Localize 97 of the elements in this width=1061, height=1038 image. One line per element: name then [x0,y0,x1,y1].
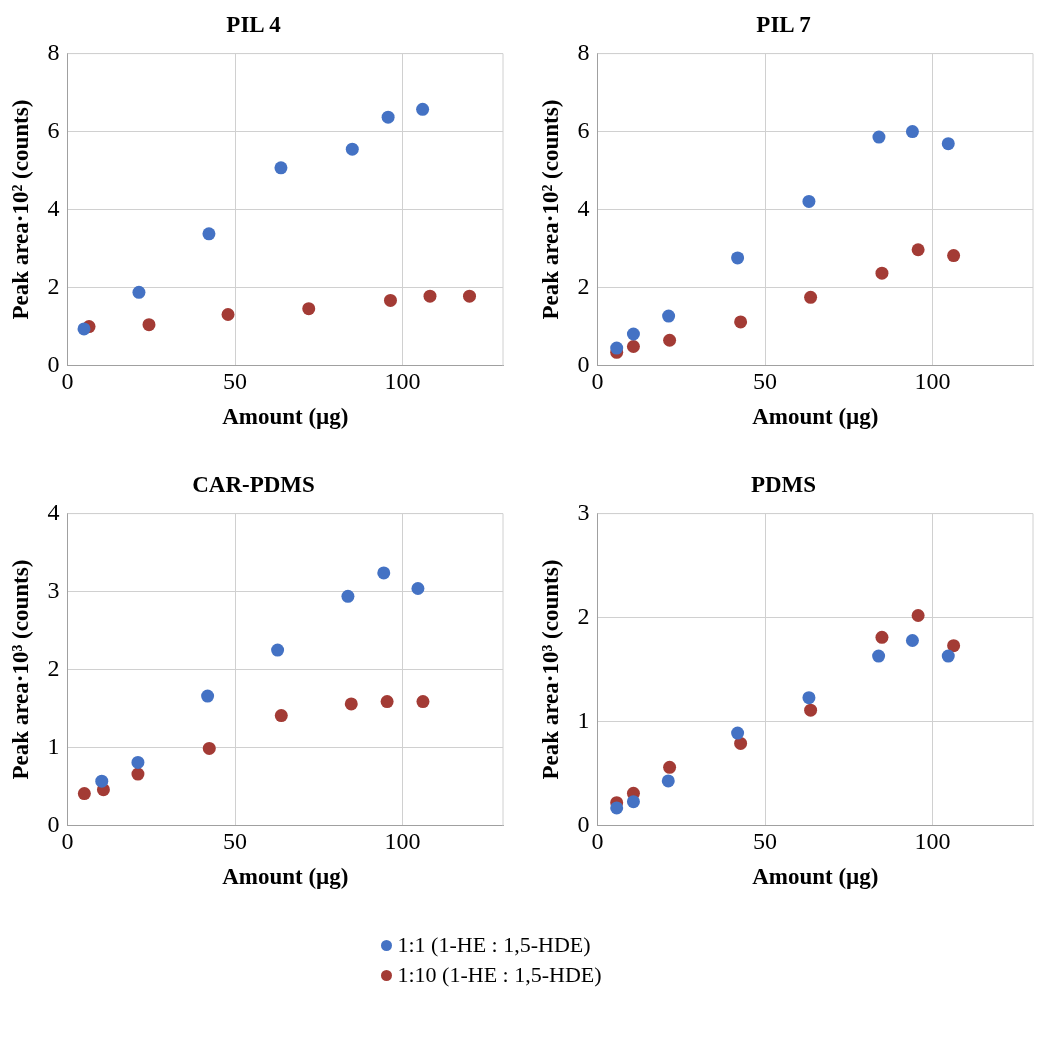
x-tick-label: 100 [914,368,951,395]
chart-title: CAR-PDMS [192,471,315,497]
point [142,318,156,332]
point [383,293,397,307]
point [202,741,216,755]
x-tick-label: 50 [753,368,778,395]
y-tick-label: 8 [577,38,590,65]
y-tick-label: 6 [577,116,590,143]
point [911,243,925,257]
y-tick-label: 3 [47,576,60,603]
point [626,795,640,809]
point [423,289,437,303]
point [802,194,816,208]
point [463,289,477,303]
point [344,697,358,711]
point [411,581,425,595]
point [380,695,394,709]
point [905,125,919,139]
x-tick-label: 50 [753,828,778,855]
y-axis-title: Peak area·10³ (counts) [537,559,563,780]
y-tick-label: 4 [47,498,60,525]
chart-title: PIL 7 [756,11,811,37]
point [341,589,355,603]
y-tick-label: 0 [577,350,590,377]
point [201,689,215,703]
x-axis-title: Amount (µg) [222,404,349,430]
point [734,736,748,750]
y-tick-label: 8 [47,38,60,65]
point [731,726,745,740]
point [941,137,955,151]
point [947,249,961,263]
point [381,110,395,124]
y-tick-label: 6 [47,116,60,143]
point [95,774,109,788]
legend-label: 1:10 (1-HE : 1,5-HDE) [397,961,602,989]
point [131,767,145,781]
point [905,633,919,647]
point [911,609,925,623]
point [941,649,955,663]
x-axis-title: Amount (µg) [222,864,349,890]
point [626,327,640,341]
y-tick-label: 4 [577,194,590,221]
point [345,142,359,156]
point [302,302,316,316]
point [872,130,886,144]
y-axis-title: Peak area·10³ (counts) [7,559,33,780]
y-tick-label: 0 [577,810,590,837]
point [610,341,624,355]
point [872,649,886,663]
point [416,695,430,709]
y-tick-label: 0 [47,810,60,837]
point [271,643,285,657]
y-tick-label: 2 [577,602,590,629]
point [274,161,288,175]
point [416,102,430,116]
y-tick-label: 0 [47,350,60,377]
point [626,339,640,353]
point [662,309,676,323]
point [875,630,889,644]
x-axis-title: Amount (µg) [752,404,879,430]
point [661,774,675,788]
point [804,703,818,717]
y-axis-title: Peak area·10² (counts) [537,99,563,320]
point [77,322,91,336]
point [875,266,889,280]
point [221,308,235,322]
point [610,801,624,815]
y-tick-label: 4 [47,194,60,221]
y-tick-label: 2 [577,272,590,299]
y-axis-title: Peak area·10² (counts) [7,99,33,320]
point [947,639,961,653]
y-tick-label: 2 [47,272,60,299]
point [734,315,748,329]
point [731,251,745,265]
x-tick-label: 100 [914,828,951,855]
y-tick-label: 1 [47,732,60,759]
x-axis-title: Amount (µg) [752,864,879,890]
point [274,709,288,723]
point [377,566,391,580]
point [663,333,677,347]
x-tick-label: 100 [384,828,421,855]
chart-title: PIL 4 [226,11,282,37]
point [202,227,216,241]
point [802,691,816,705]
point [132,285,146,299]
legend-label: 1:1 (1-HE : 1,5-HDE) [397,931,591,959]
y-tick-label: 3 [577,498,590,525]
point [131,755,145,769]
point [663,760,677,774]
x-tick-label: 50 [223,368,248,395]
point [77,787,91,801]
y-tick-label: 2 [47,654,60,681]
x-tick-label: 50 [223,828,248,855]
point [804,290,818,304]
x-tick-label: 100 [384,368,421,395]
y-tick-label: 1 [577,706,590,733]
chart-title: PDMS [750,471,817,497]
